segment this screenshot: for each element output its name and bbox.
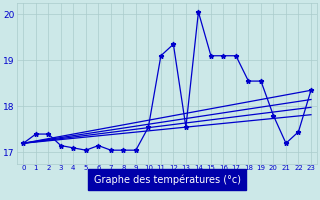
X-axis label: Graphe des températures (°c): Graphe des températures (°c) (94, 174, 241, 185)
